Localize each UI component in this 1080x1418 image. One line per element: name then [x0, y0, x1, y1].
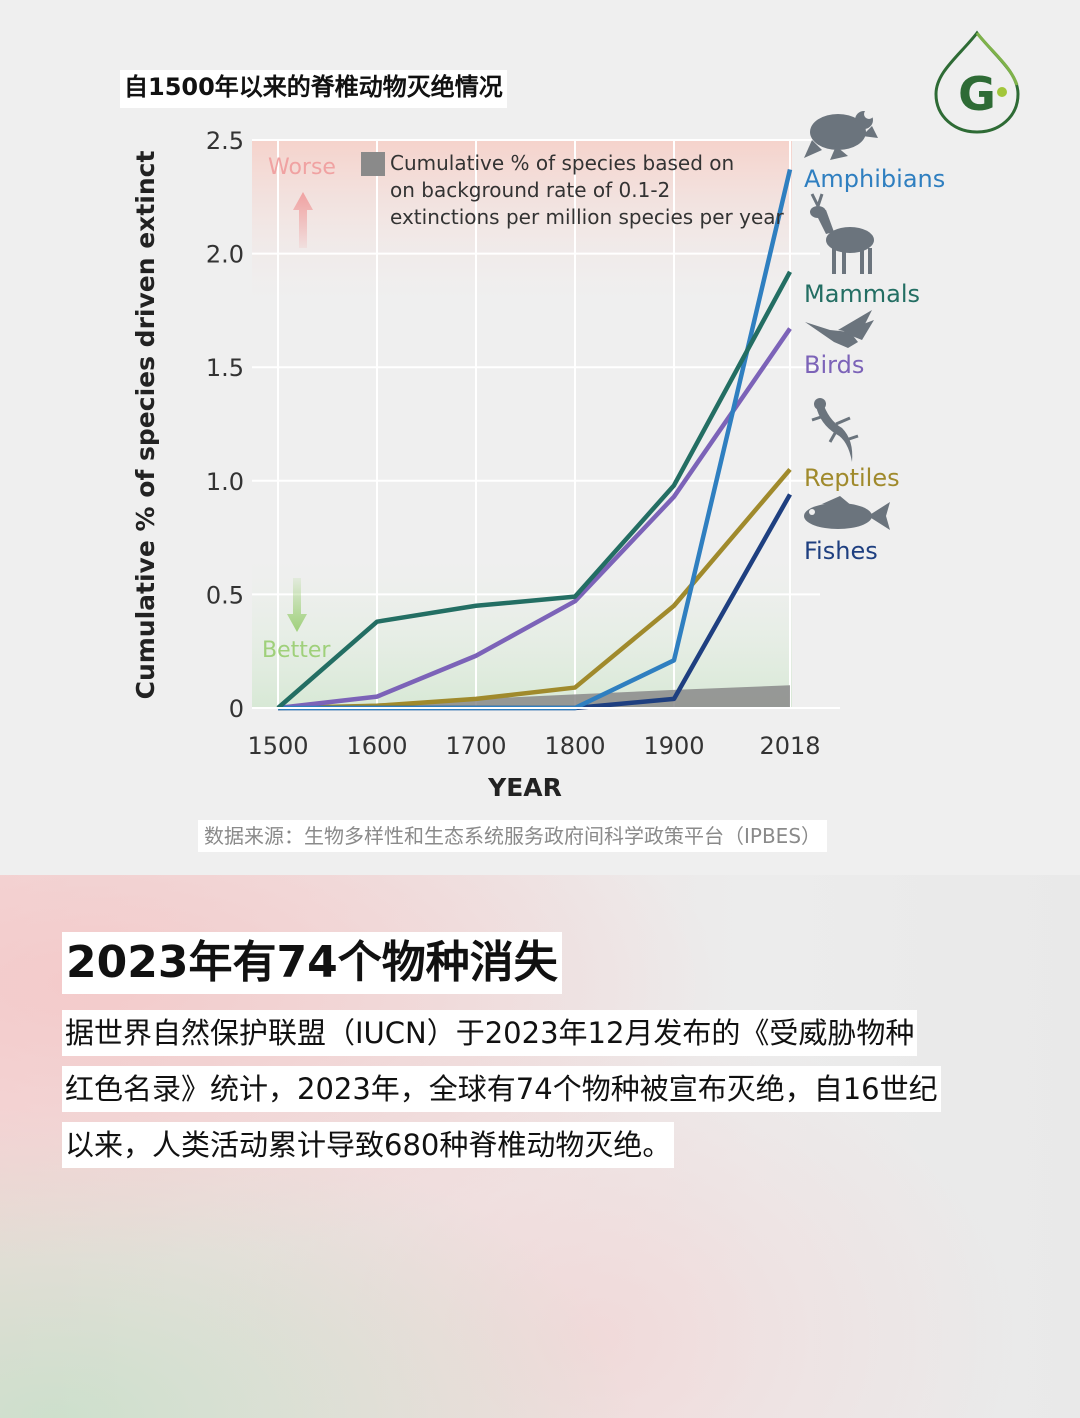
better-label: Better [262, 638, 331, 663]
series-label-mammals: Mammals [804, 280, 920, 308]
x-tick-label: 1700 [445, 732, 506, 760]
worse-label: Worse [268, 155, 336, 180]
y-tick-label: 0.5 [206, 581, 244, 609]
series-label-birds: Birds [804, 351, 864, 379]
y-tick-label: 2.5 [206, 127, 244, 155]
chart-title: 自1500年以来的脊椎动物灭绝情况 [120, 70, 507, 108]
svg-text:G: G [958, 67, 996, 121]
series-label-fishes: Fishes [804, 537, 878, 565]
series-line-mammals [276, 270, 792, 710]
background-rate-label-line: Cumulative % of species based on [390, 151, 734, 175]
background-rate-label-line: on background rate of 0.1-2 [390, 178, 670, 202]
body-paragraph: 据世界自然保护联盟（IUCN）于2023年12月发布的《受威胁物种 红色名录》统… [62, 1010, 1022, 1178]
up-arrow-icon [293, 192, 313, 248]
series-label-reptiles: Reptiles [804, 464, 900, 492]
worse-annotation: Worse [268, 155, 336, 248]
x-tick-label: 2018 [759, 732, 820, 760]
plot-background [252, 140, 792, 708]
headline: 2023年有74个物种消失 [62, 932, 562, 994]
y-tick-label: 1.5 [206, 354, 244, 382]
background-rate-label-line: extinctions per million species per year [390, 205, 785, 229]
y-tick-label: 0 [229, 695, 244, 723]
y-axis-label: Cumulative % of species driven extinct [131, 151, 160, 700]
body-line: 以来，人类活动累计导致680种脊椎动物灭绝。 [62, 1122, 675, 1168]
x-tick-label: 1600 [346, 732, 407, 760]
series-label-amphibians: Amphibians [804, 165, 945, 193]
fish-icon [804, 496, 890, 530]
source-note: 数据来源：生物多样性和生态系统服务政府间科学政策平台（IPBES） [198, 820, 828, 852]
y-tick-label: 1.0 [206, 468, 244, 496]
series-labels: Amphibians Mammals Birds Reptiles Fishes [804, 165, 945, 565]
better-annotation: Better [262, 578, 331, 663]
x-tick-label: 1800 [544, 732, 605, 760]
background-rate-swatch [361, 152, 385, 176]
frog-icon [804, 110, 878, 160]
body-line: 据世界自然保护联盟（IUCN）于2023年12月发布的《受威胁物种 [62, 1010, 918, 1056]
brand-logo-icon: G [934, 30, 1020, 134]
x-axis-label: YEAR [487, 773, 562, 802]
grid-lines [252, 139, 820, 708]
animal-icons [804, 110, 890, 530]
x-tick-label: 1500 [247, 732, 308, 760]
extinction-line-chart: 0 0.5 1.0 1.5 2.0 2.5 1500 1600 1700 1800 1900 2018… [131, 110, 945, 802]
body-line: 红色名录》统计，2023年，全球有74个物种被宣布灭绝，自16世纪 [62, 1066, 941, 1112]
gecko-icon [811, 398, 859, 462]
axes: 0 0.5 1.0 1.5 2.0 2.5 1500 1600 1700 1800 1900 2018… [131, 127, 840, 802]
background-rate-legend: Cumulative % of species based on on back… [361, 151, 785, 229]
hummingbird-icon [805, 310, 874, 348]
x-tick-label: 1900 [643, 732, 704, 760]
y-tick-label: 2.0 [206, 241, 244, 269]
deer-icon [810, 193, 874, 274]
down-arrow-icon [287, 578, 307, 632]
series-line-birds [277, 327, 792, 711]
